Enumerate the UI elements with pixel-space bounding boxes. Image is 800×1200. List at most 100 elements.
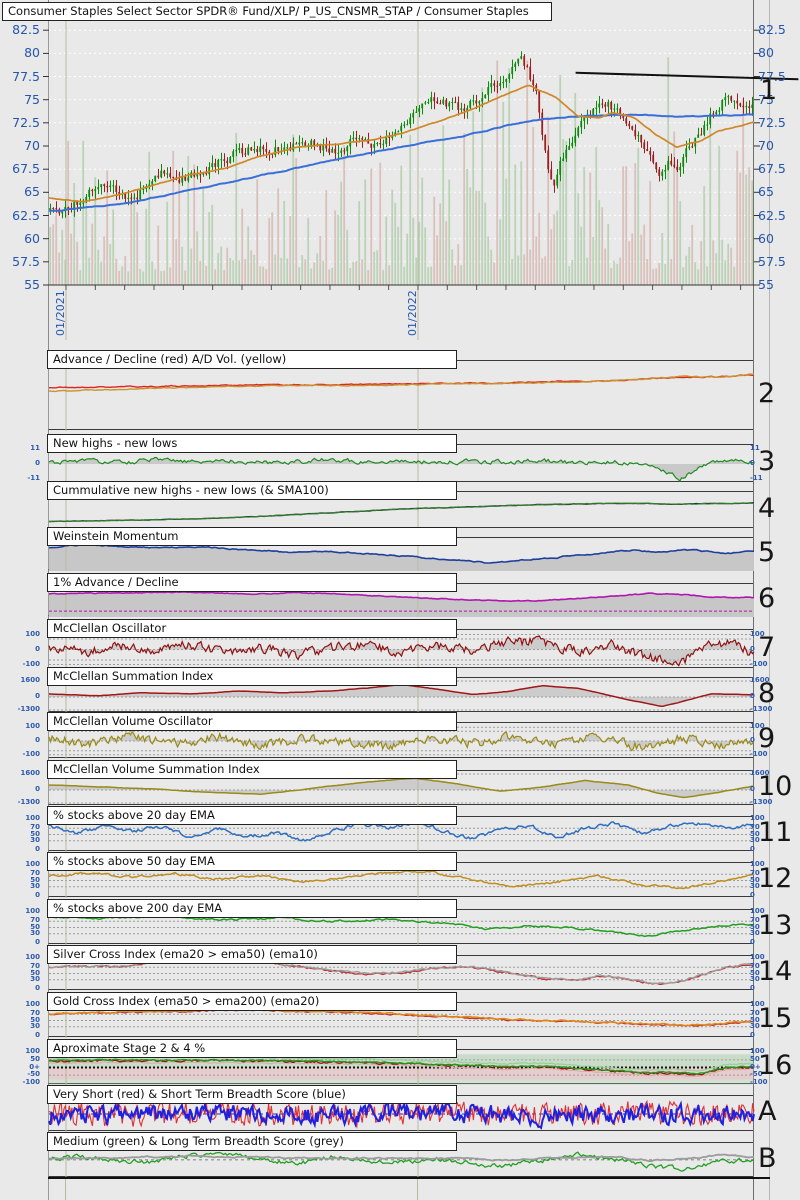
panel-title: Silver Cross Index (ema20 > ema50) (ema1… [53, 947, 318, 961]
y-axis-label: 70 [750, 916, 760, 925]
panel-number: 9 [758, 723, 776, 754]
price-axis-label: 62.5 [758, 207, 786, 223]
indicator-panel: McClellan Oscillator 100 0 -100 100 0 -100 7 [22, 619, 775, 669]
main-price-chart[interactable] [43, 20, 799, 340]
y-axis-label: 30 [30, 974, 40, 983]
price-axis-label: 55 [758, 277, 774, 292]
price-axis-label: 67.5 [12, 161, 40, 177]
indicator-panel: % stocks above 200 day EMA 100 70 50 30 0 10… [25, 899, 792, 946]
x-axis-label-2021: 01/2021 [54, 290, 67, 336]
panel-plot-area[interactable] [48, 1049, 755, 1085]
y-axis-label: 100 [25, 629, 40, 638]
y-axis-label: 70 [30, 916, 40, 925]
panel-number: 5 [758, 537, 776, 568]
y-axis-label: -100 [750, 1077, 768, 1086]
price-axis-label: 82.5 [758, 22, 786, 38]
y-axis-label: 100 [750, 906, 765, 915]
panel-number: 15 [758, 1003, 793, 1034]
panel-title-box: McClellan Oscillator [47, 619, 457, 638]
y-axis-label: 100 [25, 952, 40, 961]
y-axis-label: 50 [750, 829, 760, 838]
indicator-plot [48, 361, 755, 431]
y-axis-label: 30 [750, 928, 760, 937]
y-axis-label: 50 [30, 968, 40, 977]
y-axis-label: 100 [750, 999, 765, 1008]
y-axis-label: 100 [25, 813, 40, 822]
grid-stub [48, 1179, 49, 1200]
panel-number-main: 1 [760, 75, 778, 106]
panel-number: 3 [758, 446, 776, 477]
panel-title-box: McClellan Volume Summation Index [47, 760, 457, 779]
panel-title: % stocks above 200 day EMA [53, 901, 223, 915]
panel-plot-area[interactable] [48, 360, 755, 431]
y-axis-label: 30 [750, 974, 760, 983]
y-axis-label: 1600 [20, 676, 40, 684]
indicator-panel: Cummulative new highs - new lows (& SMA1… [47, 481, 775, 529]
indicator-panel: McClellan Volume Summation Index 1600 0 -1… [18, 760, 792, 806]
panel-number: 7 [758, 632, 776, 663]
y-axis-label: -1300 [17, 705, 40, 713]
y-axis-label: 0 [35, 459, 40, 467]
y-axis-label: 0 [35, 1031, 40, 1040]
y-axis-label: 50 [750, 922, 760, 931]
price-axis-label: 75 [24, 91, 40, 107]
panel-title: Very Short (red) & Short Term Breadth Sc… [53, 1087, 346, 1101]
indicator-plot [48, 538, 754, 571]
panel-number: A [758, 1096, 777, 1127]
panel-number: 14 [758, 956, 793, 987]
y-axis-label: -100 [750, 749, 768, 758]
panel-number: 8 [758, 678, 776, 709]
y-axis-label: 100 [25, 906, 40, 915]
y-axis-label: 30 [30, 835, 40, 844]
indicator-panel: % stocks above 50 day EMA 100 70 50 30 0 100… [25, 852, 792, 899]
y-axis-label: 50 [30, 1054, 40, 1063]
price-axis-label: 72.5 [12, 114, 40, 130]
y-axis-label: 100 [750, 952, 765, 961]
panel-number: 13 [758, 910, 793, 941]
y-axis-label: 30 [30, 928, 40, 937]
panel-title: McClellan Oscillator [53, 621, 167, 635]
y-axis-label: 100 [25, 999, 40, 1008]
price-chart-canvas [43, 20, 799, 340]
price-axis-label: 67.5 [758, 161, 786, 177]
y-axis-label: -1300 [17, 798, 40, 806]
y-axis-label: 11 [750, 444, 760, 453]
y-axis-label: 0 [750, 644, 755, 653]
panel-title-box: Very Short (red) & Short Term Breadth Sc… [47, 1085, 457, 1104]
grid-stub [65, 1179, 66, 1200]
price-axis-label: 55 [24, 277, 40, 292]
panel-title-box: Cummulative new highs - new lows (& SMA1… [47, 481, 457, 500]
indicator-panel: New highs - new lows 11 0 -11 11 0 -11 3 [27, 434, 775, 483]
y-axis-label: 1600 [750, 769, 770, 777]
y-axis-label: 100 [750, 722, 765, 731]
y-axis-label: 30 [750, 881, 760, 890]
chart-title: Consumer Staples Select Sector SPDR® Fun… [8, 4, 529, 18]
y-axis-label: 0+ [29, 1062, 40, 1071]
panel-number: 6 [758, 583, 776, 614]
y-axis-label: 0 [35, 692, 40, 700]
price-axis-label: 80 [758, 45, 774, 61]
y-axis-label: -1300 [750, 798, 773, 806]
panel-title-box: Weinstein Momentum [47, 527, 457, 546]
y-axis-label: 0 [750, 736, 755, 744]
panel-title: McClellan Volume Summation Index [53, 762, 260, 776]
indicator-plot [48, 1050, 755, 1085]
y-axis-label: -100 [22, 659, 40, 668]
panel-number: 16 [758, 1050, 793, 1081]
y-axis-label: 0 [35, 891, 40, 900]
panel-title: Weinstein Momentum [53, 529, 179, 543]
grid-stub [417, 1179, 418, 1200]
chart-title-box: Consumer Staples Select Sector SPDR® Fun… [2, 2, 552, 21]
panel-title: Medium (green) & Long Term Breadth Score… [53, 1134, 344, 1148]
y-axis-label: 50 [30, 829, 40, 838]
y-axis-label: 50 [30, 1015, 40, 1024]
panel-title-box: % stocks above 50 day EMA [47, 852, 457, 871]
y-axis-label: 50 [30, 922, 40, 931]
panel-title-box: McClellan Volume Oscillator [47, 712, 457, 731]
indicator-panel: Very Short (red) & Short Term Breadth Sc… [47, 1085, 776, 1132]
panel-title: % stocks above 50 day EMA [53, 854, 215, 868]
price-axis-label: 57.5 [12, 253, 40, 269]
indicator-panel: Gold Cross Index (ema50 > ema200) (ema20… [25, 992, 792, 1040]
y-axis-label: 0 [35, 938, 40, 947]
y-axis-label: 0 [750, 1031, 755, 1040]
